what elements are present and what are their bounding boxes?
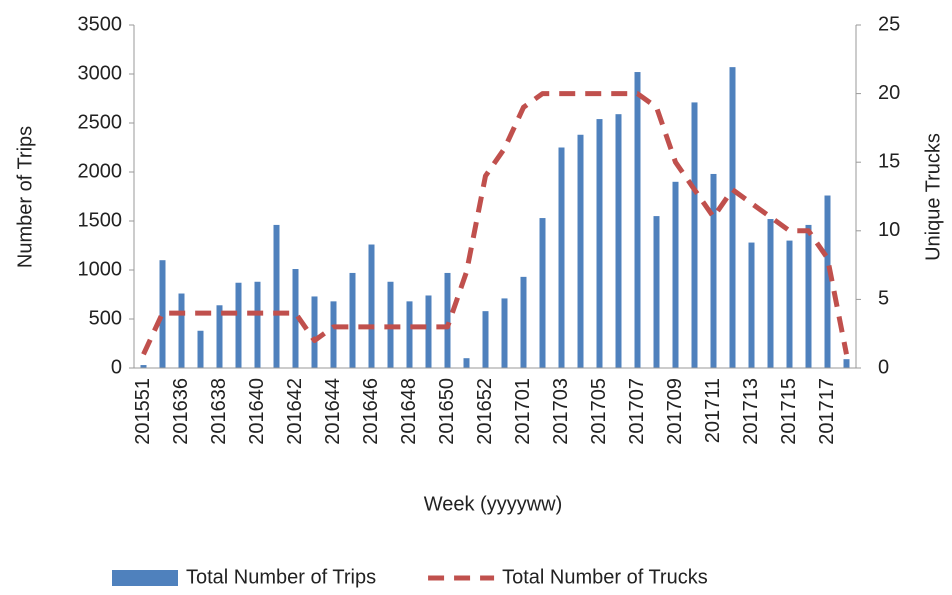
y2-tick-label: 15	[878, 150, 900, 172]
bar	[615, 114, 622, 369]
bar	[140, 365, 147, 368]
x-tick-label: 201703	[550, 378, 572, 445]
y-tick-label: 3000	[78, 62, 123, 84]
bar	[824, 195, 831, 368]
bar	[216, 305, 223, 368]
bar	[425, 295, 432, 368]
x-tick-label: 201715	[778, 378, 800, 445]
x-tick-label: 201638	[208, 378, 230, 445]
bar	[805, 224, 812, 368]
line	[141, 91, 849, 356]
bar	[843, 359, 850, 368]
bar	[197, 330, 204, 368]
bar	[159, 260, 166, 368]
y-tick-label: 3500	[78, 13, 123, 35]
bar	[330, 301, 337, 368]
bar	[311, 296, 318, 368]
x-tick-label: 201642	[284, 378, 306, 445]
bar	[406, 301, 413, 368]
x-tick-label: 201551	[132, 378, 154, 445]
bar	[292, 269, 299, 368]
bar	[482, 311, 489, 368]
bar	[748, 242, 755, 368]
y2-tick-label: 5	[878, 288, 889, 310]
bar	[710, 173, 717, 368]
y2-axis-title: Unique Trucks	[922, 133, 944, 261]
bar	[786, 240, 793, 368]
bar	[349, 272, 356, 368]
y2-tick-label: 25	[878, 13, 900, 35]
bar	[273, 224, 280, 368]
x-tick-label: 201701	[512, 378, 534, 445]
y-tick-label: 2500	[78, 111, 123, 133]
bar	[634, 72, 641, 368]
x-tick-label: 201717	[816, 378, 838, 445]
y2-tick-label: 20	[878, 82, 900, 104]
bar	[539, 218, 546, 368]
x-tick-label: 201713	[740, 378, 762, 445]
x-tick-label: 201707	[626, 378, 648, 445]
bar	[596, 119, 603, 368]
bar	[767, 219, 774, 368]
x-tick-label: 201646	[360, 378, 382, 445]
x-tick-label: 201644	[322, 378, 344, 445]
bar	[235, 282, 242, 368]
legend-swatch	[112, 570, 178, 586]
bar	[558, 147, 565, 368]
x-tick-label: 201648	[398, 378, 420, 445]
x-tick-label: 201650	[436, 378, 458, 445]
y2-tick-label: 10	[878, 219, 900, 241]
x-tick-label: 201705	[588, 378, 610, 445]
legend-label: Total Number of Trips	[186, 566, 376, 588]
x-axis-title: Week (yyyyww)	[424, 493, 563, 515]
y2-tick-label: 0	[878, 356, 889, 378]
bar	[653, 216, 660, 368]
bar	[672, 181, 679, 368]
bar	[691, 102, 698, 369]
bar	[368, 244, 375, 368]
x-tick-label: 201709	[664, 378, 686, 445]
x-tick-label: 201636	[170, 378, 192, 445]
legend-label: Total Number of Trucks	[502, 566, 708, 588]
y-tick-label: 2000	[78, 160, 123, 182]
x-tick-label: 201711	[702, 378, 724, 443]
bar	[501, 298, 508, 368]
y-tick-label: 500	[89, 307, 122, 329]
x-tick-label: 201640	[246, 378, 268, 445]
y-tick-label: 0	[111, 356, 122, 378]
bar	[520, 276, 527, 368]
bar	[254, 281, 261, 368]
y-axis-title: Number of Trips	[14, 126, 36, 268]
bar	[463, 358, 470, 368]
bar	[178, 293, 185, 368]
bar	[729, 67, 736, 368]
y-tick-label: 1500	[78, 209, 123, 231]
bar	[577, 134, 584, 368]
bar	[444, 272, 451, 368]
y-tick-label: 1000	[78, 258, 123, 280]
x-tick-label: 201652	[474, 378, 496, 445]
